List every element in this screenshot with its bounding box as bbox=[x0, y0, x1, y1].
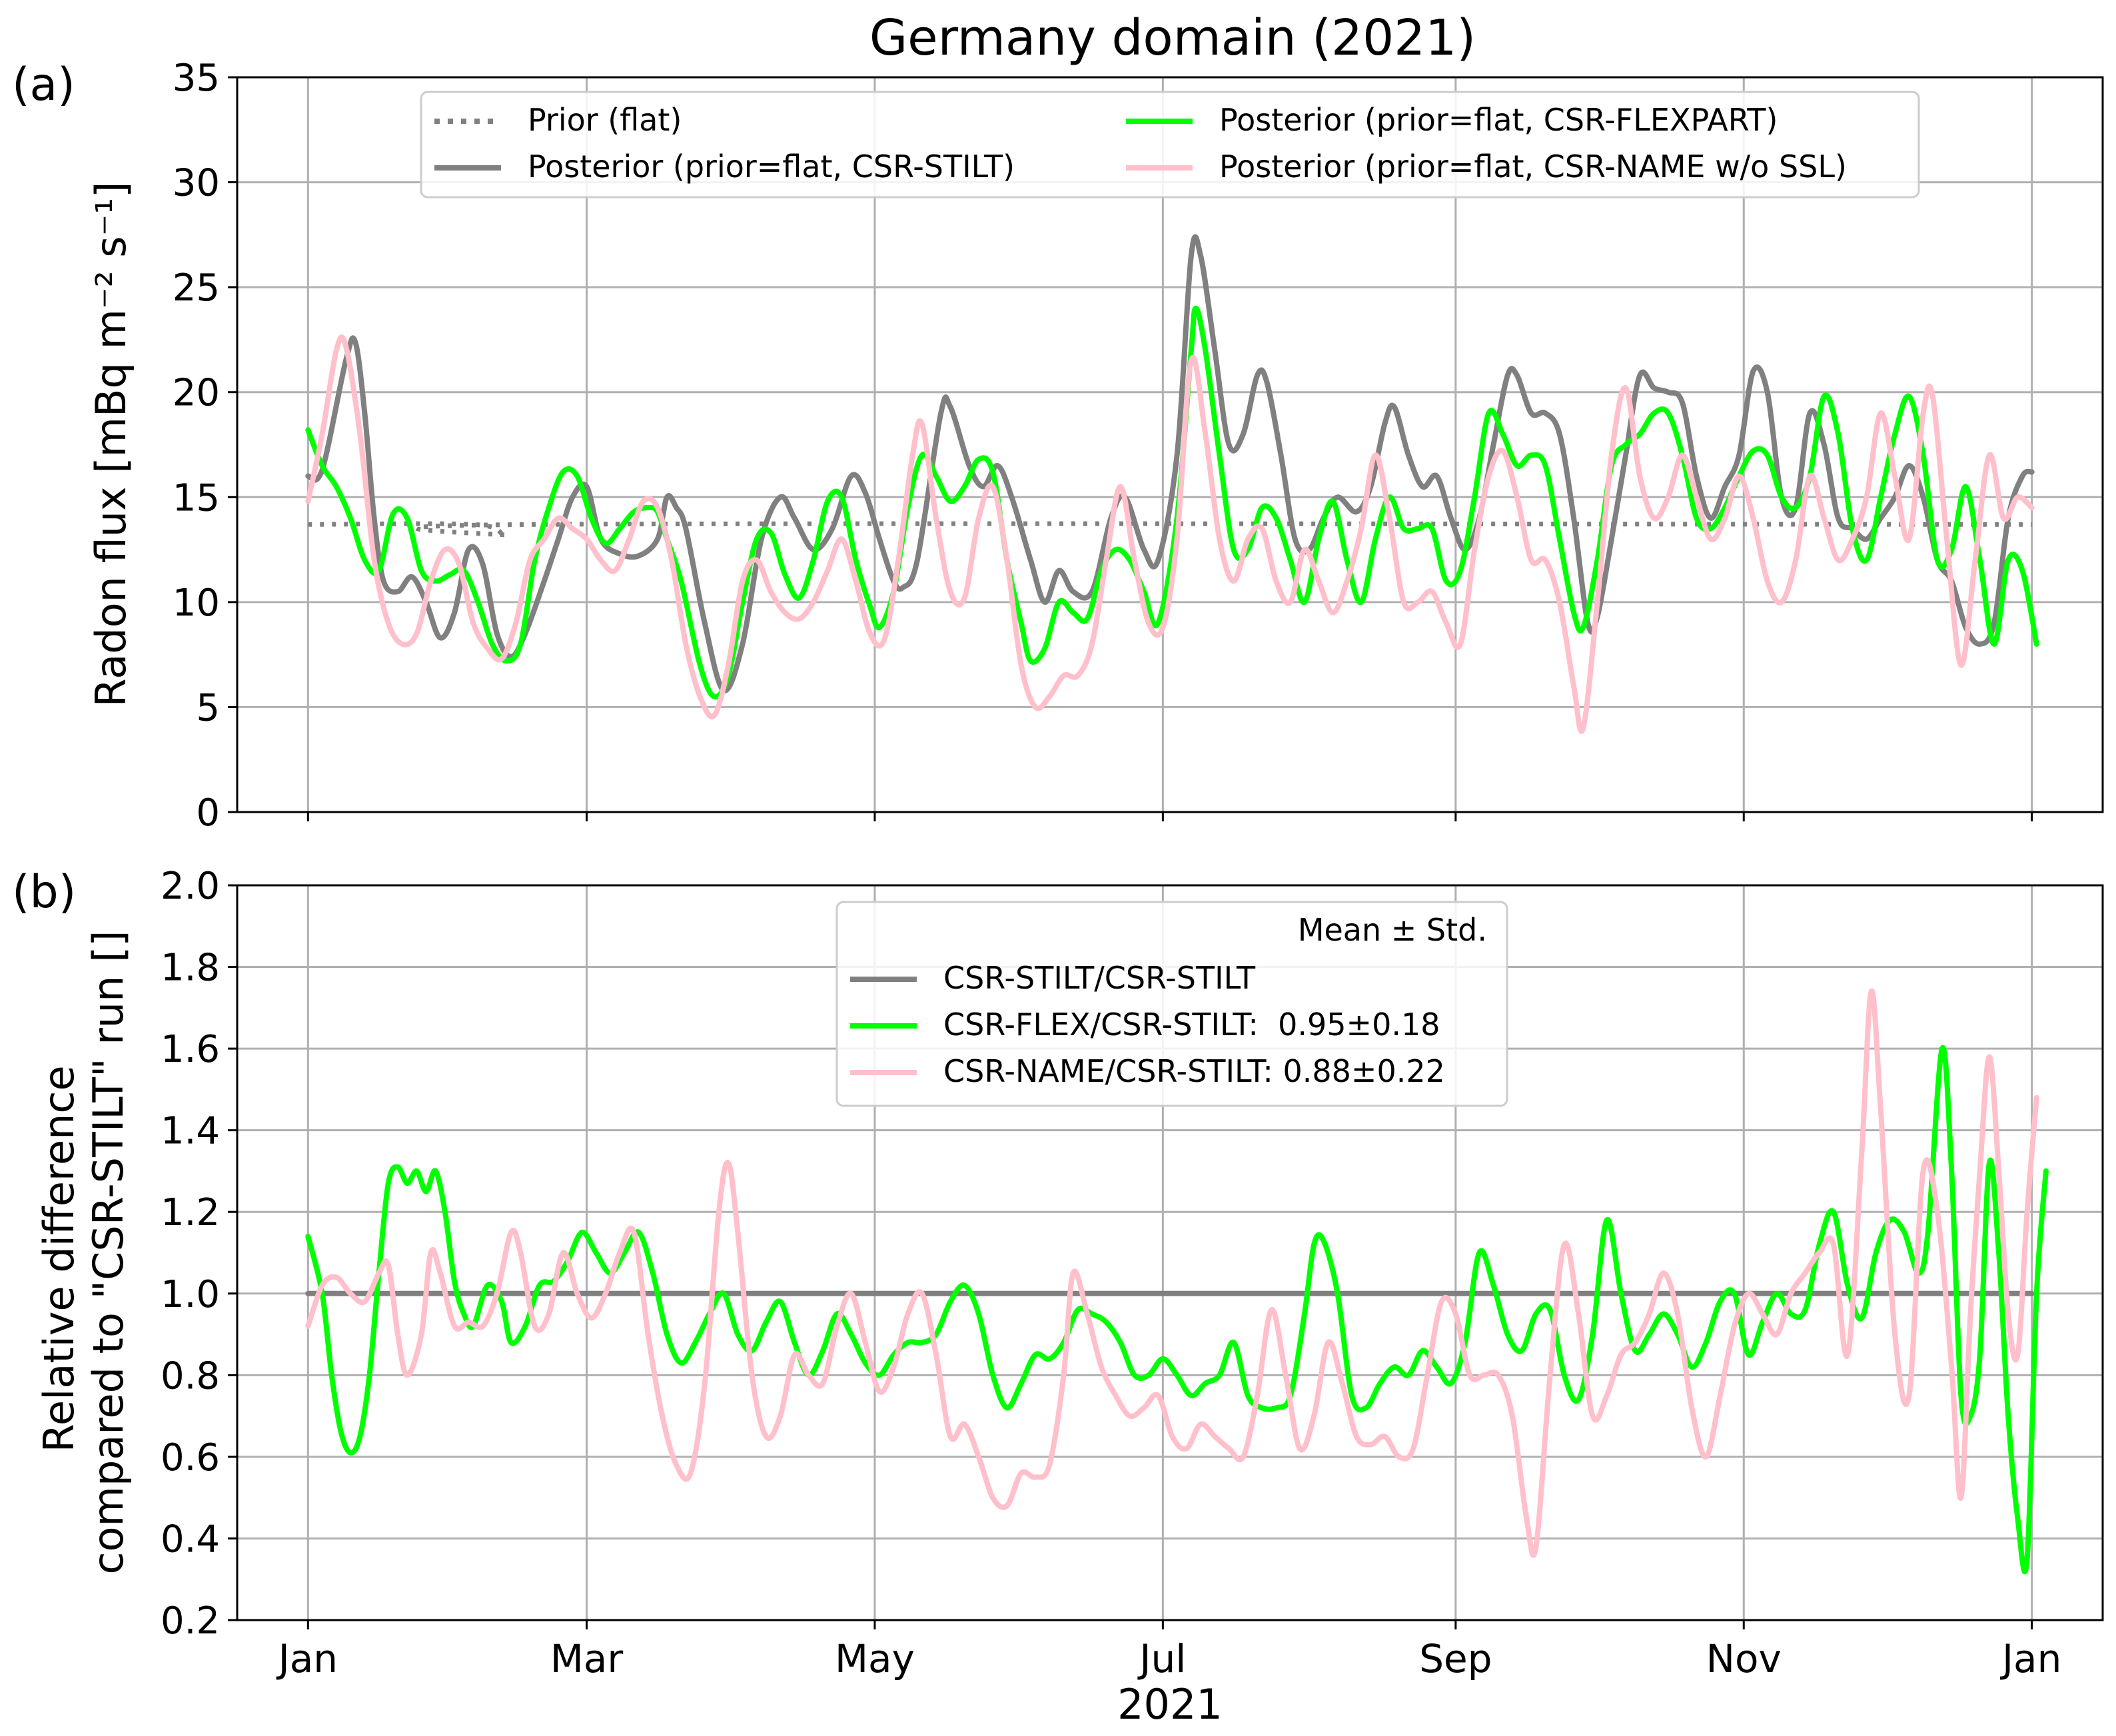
ytick-label-a: 25 bbox=[173, 266, 220, 310]
series-b bbox=[305, 988, 2049, 1575]
yticks-b: 0.2 0.4 0.6 0.8 1.0 1.2 1.4 1.6 1.8 2.0 bbox=[161, 865, 237, 1643]
xtick-label-b: Jan bbox=[276, 1636, 338, 1681]
panel-label-a: (a) bbox=[12, 59, 75, 111]
ytick-label-b: 0.4 bbox=[161, 1518, 220, 1561]
ytick-label-a: 35 bbox=[173, 57, 220, 100]
legend-b-label-stilt: CSR-STILT/CSR-STILT bbox=[943, 960, 1256, 996]
figure-title: Germany domain (2021) bbox=[869, 9, 1476, 67]
ytick-label-b: 1.4 bbox=[161, 1110, 220, 1153]
ytick-label-a: 15 bbox=[173, 476, 220, 520]
xtick-label-b: Sep bbox=[1419, 1636, 1492, 1681]
xtick-label-b: May bbox=[835, 1636, 915, 1681]
legend-a-label-name: Posterior (prior=flat, CSR-NAME w/o SSL) bbox=[1219, 149, 1847, 185]
panel-label-b: (b) bbox=[12, 866, 76, 919]
ytick-label-a: 20 bbox=[173, 372, 220, 415]
ytick-label-a: 30 bbox=[173, 162, 220, 205]
series-line-a-0 bbox=[308, 521, 2032, 538]
ytick-label-b: 1.2 bbox=[161, 1191, 220, 1234]
legend-a-label-prior: Prior (flat) bbox=[528, 102, 682, 138]
ylabel-a-text: Radon flux [mBq m⁻² s⁻¹] bbox=[87, 182, 135, 707]
series-a bbox=[305, 234, 2039, 734]
xlabel-b: 2021 bbox=[1117, 1680, 1223, 1729]
ylabel-a: Radon flux [mBq m⁻² s⁻¹] bbox=[87, 182, 135, 707]
legend-b-label-name: CSR-NAME/CSR-STILT: 0.88±0.22 bbox=[943, 1053, 1445, 1089]
xticks-b: Jan Mar May Jul Sep Nov Jan bbox=[276, 1620, 2061, 1681]
legend-b: Mean ± Std. CSR-STILT/CSR-STILT CSR-FLEX… bbox=[835, 901, 1508, 1107]
series-line-b-2 bbox=[305, 988, 2039, 1558]
xticks-a bbox=[306, 812, 2033, 821]
yticks-a: 0 5 10 15 20 25 30 35 bbox=[173, 57, 237, 835]
series-line-a-1 bbox=[305, 234, 2035, 693]
ytick-label-b: 1.0 bbox=[161, 1273, 220, 1316]
axes-frame-a bbox=[236, 76, 2104, 813]
ytick-label-b: 0.2 bbox=[161, 1599, 220, 1643]
ytick-label-a: 0 bbox=[196, 791, 220, 835]
series-line-a-2 bbox=[305, 305, 2039, 700]
ylabel-b: Relative difference compared to "CSR-STI… bbox=[35, 931, 133, 1575]
series-line-b-1 bbox=[305, 1045, 2049, 1575]
ytick-label-b: 1.8 bbox=[161, 947, 220, 990]
ytick-label-b: 0.6 bbox=[161, 1436, 220, 1480]
axes-frame-b bbox=[236, 884, 2104, 1621]
legend-b-box bbox=[835, 901, 1508, 1107]
legend-a: Prior (flat) Posterior (prior=flat, CSR-… bbox=[420, 91, 1920, 199]
ylabel-b-line1: Relative difference bbox=[35, 1065, 83, 1452]
legend-b-title: Mean ± Std. bbox=[1298, 912, 1487, 948]
xtick-label-b: Jan bbox=[2000, 1636, 2061, 1681]
xtick-label-b: Mar bbox=[550, 1636, 624, 1681]
legend-b-label-flex: CSR-FLEX/CSR-STILT: 0.95±0.18 bbox=[943, 1007, 1440, 1043]
ytick-label-b: 1.6 bbox=[161, 1028, 220, 1071]
legend-a-label-flexpart: Posterior (prior=flat, CSR-FLEXPART) bbox=[1219, 102, 1778, 138]
series-line-a-3 bbox=[305, 334, 2035, 734]
panel-a: (a) 0 5 10 15 20 25 30 35 Radon flux [mBq m⁻² s… bbox=[12, 57, 2104, 835]
xtick-label-b: Nov bbox=[1706, 1636, 1782, 1681]
ytick-label-b: 2.0 bbox=[161, 865, 220, 908]
legend-a-box bbox=[420, 91, 1920, 199]
xtick-label-b: Jul bbox=[1137, 1636, 1186, 1681]
ylabel-b-line2: compared to "CSR-STILT" run [] bbox=[84, 931, 133, 1575]
panel-b: (b) 0.2 0.4 0.6 0.8 1.0 1.2 1.4 1.6 1.8 2.0 Jan Ma… bbox=[12, 865, 2104, 1729]
ytick-label-b: 0.8 bbox=[161, 1354, 220, 1398]
ytick-label-a: 5 bbox=[196, 686, 220, 729]
ytick-label-a: 10 bbox=[173, 582, 220, 625]
legend-a-label-stilt: Posterior (prior=flat, CSR-STILT) bbox=[528, 149, 1015, 185]
